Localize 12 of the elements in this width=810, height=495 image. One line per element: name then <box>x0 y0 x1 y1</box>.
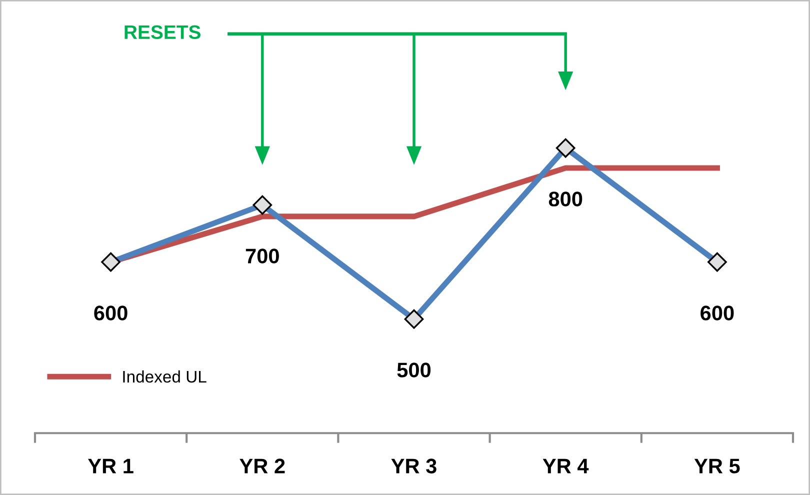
x-tick-label: YR 5 <box>694 458 740 474</box>
x-tick-label: YR 3 <box>391 458 436 474</box>
text: RESETS <box>124 25 200 40</box>
data-label: 600 <box>94 306 128 320</box>
data-label: 800 <box>548 192 582 206</box>
data-label: 600 <box>700 306 734 320</box>
x-tick-label: YR 1 <box>88 458 134 474</box>
legend-label: Indexed UL <box>123 370 206 383</box>
data-label: 700 <box>246 248 279 264</box>
x-tick-label: YR 2 <box>240 458 285 474</box>
data-label: 500 <box>397 362 431 378</box>
x-tick-label: YR 4 <box>542 458 589 474</box>
